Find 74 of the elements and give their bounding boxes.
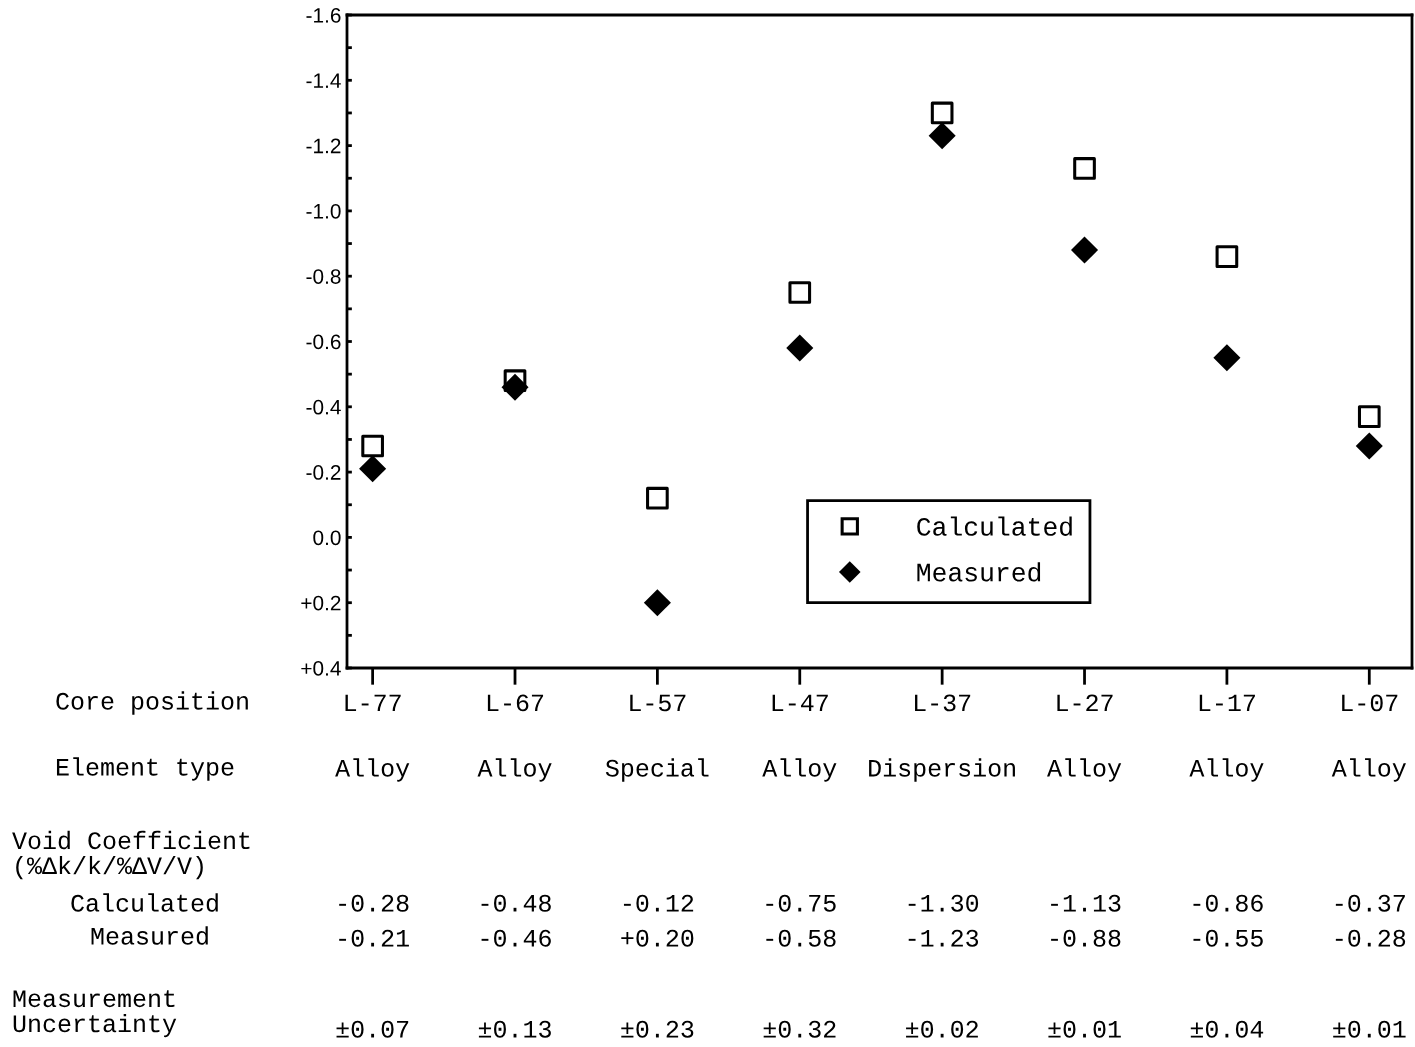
text: Measured — [91, 926, 208, 945]
y-tick-label: -1.4 — [306, 73, 341, 88]
text: ±0.02 — [906, 1020, 978, 1038]
data-label: -0.75 — [766, 894, 836, 912]
data-label: -0.46 — [481, 929, 551, 947]
y-tick-label: -0.6 — [306, 334, 341, 350]
y-tick-label: -1.2 — [306, 138, 341, 154]
text: Alloy — [762, 758, 837, 782]
text: ±0.01 — [1333, 1020, 1406, 1038]
x-tick-label: L-57 — [630, 694, 686, 712]
x-tick-label: L-77 — [345, 694, 401, 712]
point — [1355, 432, 1383, 460]
data-label: -0.58 — [766, 929, 836, 947]
point — [1357, 405, 1381, 428]
legend-label: Calculated — [917, 516, 1072, 536]
text: Dispersion — [869, 758, 1015, 782]
point — [786, 334, 814, 362]
point — [1073, 157, 1096, 180]
x-tick-label: L-27 — [1057, 694, 1113, 712]
text: Core position — [56, 691, 248, 715]
point — [643, 589, 671, 617]
y-tick-label: +0.2 — [301, 595, 341, 611]
x-tick-label: L-17 — [1199, 694, 1255, 712]
x-tick-label: L-37 — [915, 694, 971, 712]
point — [646, 486, 669, 510]
text: Alloy — [477, 758, 552, 782]
data-label: -1.13 — [1051, 894, 1121, 912]
data-label: -0.37 — [1335, 894, 1405, 912]
y-tick-label: +0.4 — [301, 661, 341, 676]
point — [361, 434, 384, 458]
data-label: -0.86 — [1193, 894, 1263, 912]
x-tick-label: L-07 — [1342, 694, 1398, 712]
data-label: -0.28 — [339, 894, 409, 912]
legend-label: Measured — [917, 562, 1041, 582]
y-tick-label: -0.4 — [306, 399, 341, 415]
y-tick-label: -0.2 — [306, 465, 341, 480]
text: ±0.23 — [621, 1020, 694, 1038]
text: ±0.01 — [1048, 1020, 1121, 1038]
text: Alloy — [335, 758, 410, 782]
point — [1070, 236, 1099, 264]
data-label: -1.23 — [908, 929, 979, 947]
text: Element type — [56, 757, 234, 781]
text: ±0.32 — [763, 1020, 836, 1038]
data-label: -1.30 — [908, 894, 979, 912]
point — [1213, 344, 1241, 372]
point — [788, 281, 812, 304]
text: Alloy — [1331, 758, 1406, 782]
data-label: -0.88 — [1051, 929, 1121, 947]
y-tick-label: 0.0 — [313, 530, 341, 546]
text: Measurement Uncertainty — [13, 990, 177, 1038]
point — [359, 455, 387, 483]
text: Alloy — [1189, 758, 1264, 782]
y-tick-label: -1.0 — [306, 203, 341, 219]
y-tick-label: -0.8 — [306, 269, 341, 284]
data-label: +0.20 — [621, 929, 694, 947]
x-tick-label: L-47 — [772, 694, 828, 712]
text: Calculated — [71, 893, 218, 912]
y-tick-label: -1.6 — [306, 8, 341, 23]
data-label: -0.28 — [1335, 929, 1406, 947]
data-label: -0.21 — [339, 929, 409, 947]
data-label: -0.48 — [481, 894, 551, 912]
data-label: -0.55 — [1193, 929, 1263, 947]
point — [501, 373, 529, 401]
x-tick-label: L-67 — [487, 694, 544, 712]
text: Void Coefficient (%Δk/k/%ΔV/V) — [12, 830, 250, 880]
text: Special — [605, 758, 709, 782]
text: ±0.07 — [336, 1020, 409, 1038]
text: Alloy — [1047, 758, 1122, 782]
text: ±0.04 — [1190, 1020, 1264, 1038]
point — [1215, 245, 1239, 268]
point — [928, 122, 956, 150]
data-label: -0.12 — [623, 894, 694, 912]
point — [930, 101, 954, 125]
text: ±0.13 — [478, 1020, 551, 1038]
